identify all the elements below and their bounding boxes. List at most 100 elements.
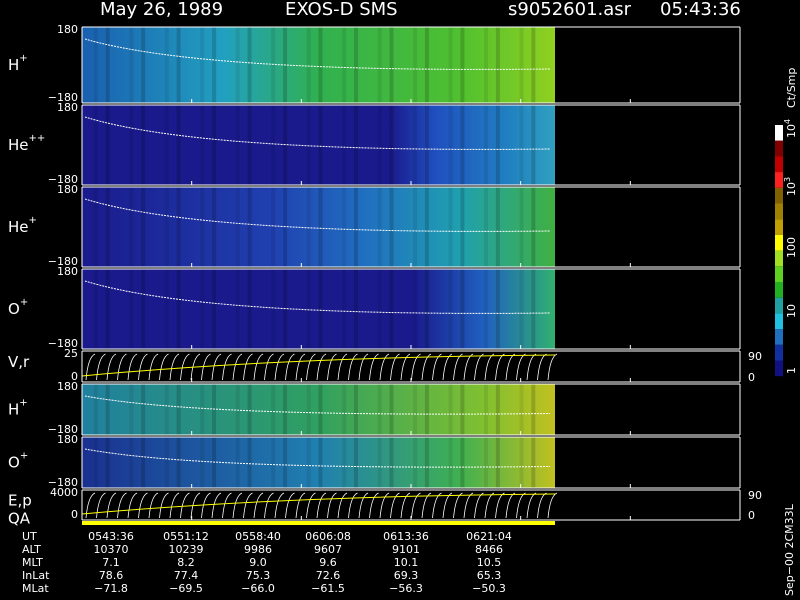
trace-lines <box>85 353 558 381</box>
table-cell: 10.1 <box>394 556 419 569</box>
table-cell: −50.3 <box>472 582 506 595</box>
spectrogram-stripe <box>495 105 500 185</box>
spectrogram-stripe <box>353 269 358 349</box>
spectrogram-stripe <box>460 437 465 488</box>
row-label: MLT <box>22 556 43 569</box>
time: 05:43:36 <box>660 0 741 20</box>
spectrogram-stripe <box>271 269 276 349</box>
spectrogram-stripe <box>105 105 110 185</box>
color-step <box>775 156 783 173</box>
spectrogram-stripe <box>342 105 347 185</box>
trace-yellow <box>81 354 556 377</box>
angle-curve <box>84 38 551 70</box>
table-cell: 75.3 <box>246 569 271 582</box>
spectrogram-stripe <box>141 269 146 349</box>
spectrogram-stripe <box>484 384 489 435</box>
color-step <box>775 187 783 204</box>
spectrogram-stripe <box>141 27 146 103</box>
table-cell: 8.2 <box>177 556 195 569</box>
ion: He <box>8 136 29 154</box>
spectrogram-stripe <box>212 269 217 349</box>
spectrogram <box>82 437 555 488</box>
spectrogram-stripe <box>495 384 500 435</box>
angle-curve <box>84 448 551 468</box>
spectrogram-stripe <box>164 27 169 103</box>
color-step <box>775 297 783 314</box>
spectrogram-stripe <box>247 437 252 488</box>
spectrogram-stripe <box>141 187 146 267</box>
colorbar-tick: 1 <box>785 367 798 374</box>
row-label: UT <box>22 530 37 543</box>
angle-curve <box>84 116 551 150</box>
right-tick-label: 90 <box>748 350 762 363</box>
charge: + <box>20 451 28 462</box>
table-cell: 0621:04 <box>466 530 512 543</box>
spectrogram-stripe <box>164 105 169 185</box>
panel-label: E,p <box>8 492 32 510</box>
spectrogram-stripe <box>283 384 288 435</box>
spectrogram-stripe <box>176 27 181 103</box>
spectrogram-stripe <box>318 269 323 349</box>
spectrogram <box>82 187 555 267</box>
spectrogram-stripe <box>235 187 240 267</box>
row-label: ALT <box>22 543 41 556</box>
spectrogram-stripe <box>519 27 524 103</box>
spectrogram-stripe <box>141 384 146 435</box>
colorbar-tick: 10 <box>785 304 798 318</box>
spectrogram-stripe <box>448 105 453 185</box>
spectrogram-stripe <box>448 384 453 435</box>
spectrogram-stripe <box>460 27 465 103</box>
y-tick-label: −180 <box>48 91 78 104</box>
color-step <box>775 125 783 141</box>
spectrogram-stripe <box>389 27 394 103</box>
color-step <box>775 172 783 188</box>
spectrogram-stripe <box>389 269 394 349</box>
ion: O <box>8 300 20 318</box>
spectrogram-stripe <box>212 187 217 267</box>
spectrogram-stripe <box>353 105 358 185</box>
table-cell: 72.6 <box>316 569 341 582</box>
y-tick-label: 25 <box>64 347 78 360</box>
spectrogram-stripe <box>200 27 205 103</box>
spectrogram-stripe <box>448 437 453 488</box>
charge: + <box>20 297 28 308</box>
spectrogram-stripe <box>531 187 536 267</box>
footer-table: UT 0543:36 0551:12 0558:40 0606:08 0613:36 062… <box>22 530 512 595</box>
spectrogram-stripe <box>424 187 429 267</box>
table-cell: 10239 <box>169 543 204 556</box>
base: 10 <box>785 182 798 196</box>
y-tick-label: 0 <box>71 508 78 521</box>
spectrogram-stripe <box>306 187 311 267</box>
color-step <box>775 234 783 251</box>
spectrogram-stripe <box>531 437 536 488</box>
spectrogram-stripe <box>129 27 134 103</box>
table-cell: 0551:12 <box>163 530 209 543</box>
spectrogram-stripe <box>484 27 489 103</box>
spectrogram-stripe <box>519 269 524 349</box>
table-cell: −69.5 <box>169 582 203 595</box>
spectrogram-stripe <box>306 437 311 488</box>
spectrogram-stripe <box>389 384 394 435</box>
spectrogram-stripe <box>247 27 252 103</box>
y-tick-label: 180 <box>57 265 78 278</box>
table-cell: 0613:36 <box>383 530 429 543</box>
spectrogram-stripe <box>353 437 358 488</box>
spectrogram-stripe <box>318 187 323 267</box>
spectrogram-stripe <box>306 269 311 349</box>
angle-curve <box>84 395 551 415</box>
spectrogram-stripe <box>484 269 489 349</box>
y-tick-label: 0 <box>71 370 78 383</box>
spectrogram-stripe <box>353 27 358 103</box>
spectrogram-stripe <box>484 105 489 185</box>
title: May 26, 1989 <box>100 0 223 20</box>
exponent: 4 <box>783 119 792 124</box>
color-step <box>775 282 783 298</box>
spectrogram-stripe <box>377 27 382 103</box>
spectrogram-stripe <box>424 269 429 349</box>
spectrogram-stripe <box>448 269 453 349</box>
spectrogram-stripe <box>247 187 252 267</box>
spectrogram-stripe <box>200 105 205 185</box>
spectrogram-stripe <box>306 105 311 185</box>
table-cell: 0558:40 <box>235 530 281 543</box>
spectrogram-stripe <box>424 384 429 435</box>
